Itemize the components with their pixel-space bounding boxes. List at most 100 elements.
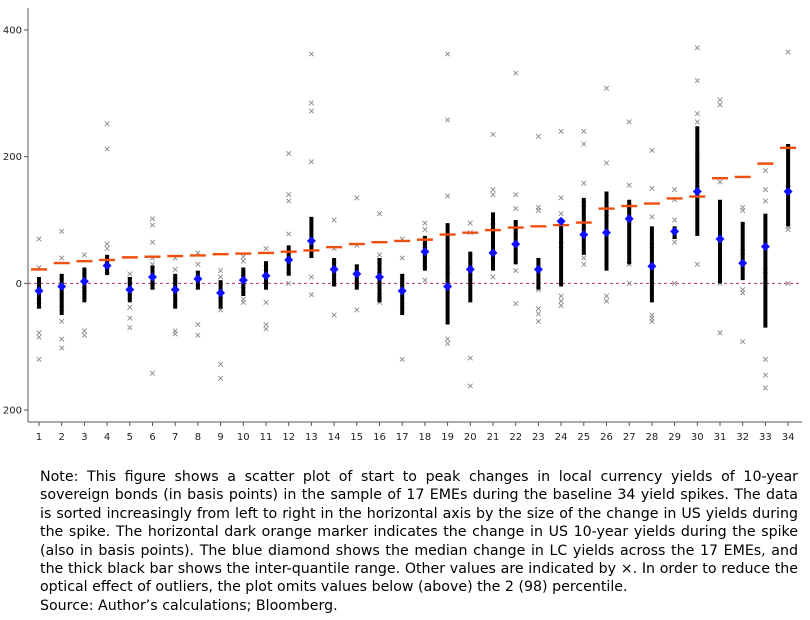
other-value-marker	[104, 146, 110, 152]
other-value-marker	[649, 318, 655, 324]
other-value-marker	[172, 266, 178, 273]
other-value-marker	[286, 198, 292, 204]
other-value-marker	[603, 85, 610, 91]
x-tick-label: 5	[127, 432, 133, 443]
other-value-marker	[172, 331, 178, 337]
other-value-stroke	[36, 356, 42, 362]
other-value-marker	[399, 255, 405, 261]
other-value-marker	[762, 198, 769, 204]
other-value-stroke	[535, 133, 542, 140]
other-value-marker	[626, 280, 632, 286]
other-value-marker	[535, 207, 542, 214]
other-value-marker	[785, 280, 791, 286]
other-value-marker	[717, 97, 723, 103]
median-markers-group	[34, 187, 793, 298]
other-value-stroke	[513, 70, 519, 76]
other-value-stroke	[354, 195, 360, 201]
other-value-marker	[81, 332, 88, 338]
other-value-marker	[740, 338, 746, 345]
other-value-stroke	[444, 340, 451, 347]
other-value-stroke	[603, 293, 610, 299]
other-value-marker	[581, 180, 587, 186]
x-tick-label: 14	[328, 432, 341, 443]
x-tick-label: 2	[59, 432, 65, 443]
other-value-stroke	[626, 280, 632, 286]
other-value-stroke	[649, 214, 655, 220]
other-value-marker	[217, 268, 224, 274]
other-value-stroke	[671, 217, 678, 223]
other-value-marker	[422, 277, 428, 283]
other-value-stroke	[558, 195, 564, 201]
other-value-stroke	[149, 239, 156, 245]
other-value-stroke	[286, 231, 292, 237]
other-value-stroke	[671, 239, 678, 245]
other-value-stroke	[59, 318, 65, 324]
other-value-marker	[240, 254, 246, 260]
other-value-marker	[558, 298, 564, 304]
median-marker	[284, 255, 294, 265]
other-value-marker	[626, 182, 632, 188]
other-value-marker	[694, 110, 700, 117]
other-value-marker	[558, 293, 564, 299]
other-value-stroke	[671, 186, 678, 193]
other-value-stroke	[263, 299, 269, 305]
other-value-stroke	[581, 141, 587, 147]
x-tick-label: 8	[195, 432, 201, 443]
chart-note: Note: This figure shows a scatter plot o…	[40, 468, 798, 615]
other-value-marker	[762, 385, 769, 391]
other-value-marker	[149, 222, 156, 228]
median-marker	[34, 286, 44, 296]
other-value-marker	[467, 355, 473, 361]
other-value-stroke	[581, 180, 587, 186]
other-value-marker	[717, 179, 723, 185]
x-tick-label: 21	[487, 432, 500, 443]
other-value-stroke	[581, 261, 587, 267]
other-value-stroke	[308, 51, 315, 57]
x-tick-label: 29	[668, 432, 681, 443]
other-value-marker	[399, 356, 405, 362]
other-value-stroke	[649, 318, 655, 324]
median-marker	[375, 272, 384, 282]
other-value-marker	[513, 300, 519, 307]
other-value-marker	[59, 228, 65, 235]
x-tick-label: 10	[237, 432, 250, 443]
other-value-stroke	[762, 198, 769, 204]
x-tick-label: 4	[104, 432, 110, 443]
median-marker	[556, 216, 566, 226]
other-value-stroke	[603, 160, 610, 166]
other-value-marker	[263, 299, 269, 305]
x-tick-label: 13	[305, 432, 318, 443]
other-value-stroke	[376, 211, 383, 217]
other-value-marker	[195, 332, 201, 338]
x-tick-label: 6	[149, 432, 155, 443]
other-value-marker	[694, 261, 700, 267]
x-tick-label: 33	[759, 432, 772, 443]
median-marker	[170, 285, 180, 295]
other-value-stroke	[172, 331, 178, 337]
other-value-stroke	[59, 345, 65, 351]
other-value-marker	[444, 340, 451, 347]
other-value-marker	[603, 298, 610, 304]
other-value-marker	[217, 274, 224, 280]
other-value-stroke	[127, 315, 133, 321]
other-value-stroke	[308, 159, 315, 165]
other-value-marker	[331, 217, 337, 223]
other-value-stroke	[762, 385, 769, 391]
other-value-marker	[217, 361, 224, 368]
other-value-stroke	[308, 292, 315, 298]
other-value-marker	[558, 211, 564, 217]
other-value-marker	[740, 290, 746, 296]
other-value-stroke	[81, 252, 88, 258]
other-value-marker	[649, 147, 655, 153]
other-value-marker	[59, 345, 65, 351]
other-value-stroke	[603, 85, 610, 91]
other-value-marker	[581, 128, 587, 134]
other-value-marker	[286, 150, 292, 157]
other-value-stroke	[694, 45, 700, 51]
other-value-stroke	[467, 383, 473, 389]
other-value-stroke	[127, 271, 133, 277]
other-value-stroke	[127, 325, 133, 331]
other-value-marker	[308, 51, 315, 57]
other-value-stroke	[422, 277, 428, 283]
